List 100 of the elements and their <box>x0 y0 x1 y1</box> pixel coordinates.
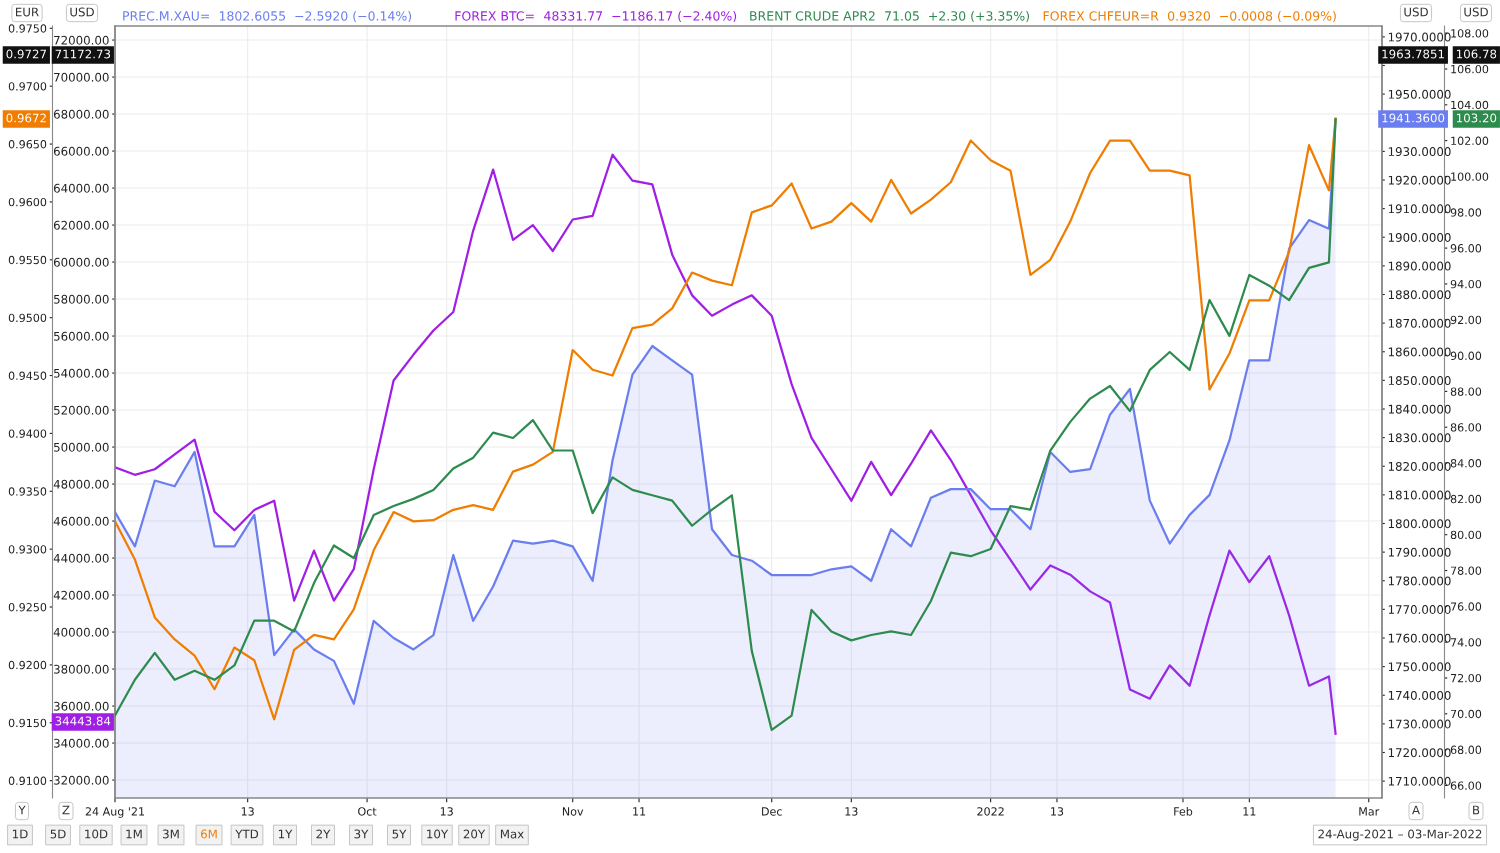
y-tick-label: 0.9350 <box>8 487 47 496</box>
text: 1941.3600 <box>1382 113 1445 123</box>
y2-tick-label: 90.00 <box>1450 351 1482 360</box>
y2-tick-label: 1850.0000 <box>1388 376 1451 386</box>
y-tick-label: 66000.00 <box>53 146 109 156</box>
text: 10D <box>85 829 108 839</box>
text: 6M <box>200 829 217 839</box>
y2-tick-label: 1790.0000 <box>1388 547 1451 557</box>
x-tick-label: Mar <box>1359 807 1380 816</box>
y-tick-label: 0.9250 <box>8 603 47 612</box>
text: 2Y <box>316 829 331 839</box>
text: USD <box>1464 7 1488 17</box>
text: 103.20 <box>1456 113 1497 123</box>
y-tick-label: 68000.00 <box>53 109 109 119</box>
x-tick-label: 13 <box>241 807 254 816</box>
y2-tick-label: 1950.0000 <box>1388 89 1451 99</box>
text: 106.78 <box>1456 49 1497 59</box>
y-tick-label: 70000.00 <box>54 72 109 82</box>
y2-tick-label: 102.00 <box>1451 136 1489 146</box>
y2-tick-label: 1840.0000 <box>1388 404 1451 414</box>
text: 0.9727 <box>6 49 46 59</box>
text: 1M <box>126 829 142 839</box>
text: 20Y <box>463 829 486 839</box>
y2-tick-label: 66.00 <box>1450 781 1482 790</box>
y2-tick-label: 1870.0000 <box>1388 318 1451 328</box>
y2-tick-label: 106.00 <box>1451 64 1489 74</box>
y2-tick-label: 78.00 <box>1450 566 1482 575</box>
text: 10Y <box>427 829 449 839</box>
y2-tick-label: 70.00 <box>1450 709 1482 719</box>
x-tick-label: 24 Aug '21 <box>85 807 145 818</box>
y2-tick-label: 84.00 <box>1450 459 1482 468</box>
y-tick-label: 50000.00 <box>54 442 109 452</box>
y2-tick-label: 98.00 <box>1450 208 1482 217</box>
y-tick-label: 0.9200 <box>8 660 47 670</box>
y-tick-label: 0.9450 <box>8 371 47 380</box>
y2-tick-label: 1890.0000 <box>1388 261 1451 271</box>
y-tick-label: 32000.00 <box>54 775 109 785</box>
y-tick-label: 0.9400 <box>8 429 47 438</box>
y2-tick-label: 76.00 <box>1450 602 1482 611</box>
y2-tick-label: 1740.0000 <box>1388 690 1451 700</box>
y2-tick-label: 1900.0000 <box>1388 232 1451 242</box>
y-tick-label: 34000.00 <box>54 738 109 748</box>
x-tick-label: Feb <box>1174 807 1193 816</box>
y2-tick-label: 100.00 <box>1451 172 1489 181</box>
y2-tick-label: 86.00 <box>1450 423 1482 432</box>
text: 1963.7851 <box>1382 49 1444 59</box>
y-tick-label: 0.9700 <box>8 82 47 91</box>
y2-tick-label: 104.00 <box>1451 100 1489 110</box>
y-tick-label: 60000.00 <box>53 257 109 267</box>
x-tick-label: Oct <box>358 807 377 816</box>
y2-tick-label: 1930.0000 <box>1388 147 1451 157</box>
y-tick-label: 0.9600 <box>8 197 47 207</box>
y2-tick-label: 1820.0000 <box>1388 461 1451 471</box>
y-tick-label: 0.9150 <box>8 718 47 728</box>
text: A <box>1412 805 1420 815</box>
x-tick-label: Nov <box>562 807 584 816</box>
text: 71.05 +2.30 (+3.35%) <box>885 10 1029 23</box>
y-tick-label: 48000.00 <box>53 479 109 489</box>
y2-tick-label: 1710.0000 <box>1388 776 1451 786</box>
y2-tick-label: 1780.0000 <box>1388 576 1451 586</box>
text: BRENT CRUDE APR2 <box>750 11 875 21</box>
text: 5D <box>50 829 66 839</box>
y2-tick-label: 1770.0000 <box>1388 605 1451 615</box>
y-tick-label: 0.9100 <box>8 776 47 786</box>
y2-tick-label: 94.00 <box>1450 279 1482 289</box>
y2-tick-label: 82.00 <box>1450 494 1482 504</box>
text: 0.9320 −0.0008 (−0.09%) <box>1167 10 1336 23</box>
text: 1Y <box>278 829 293 839</box>
y-tick-label: 0.9500 <box>8 313 47 323</box>
text: 48331.77 −1186.17 (−2.40%) <box>544 10 737 23</box>
y-tick-label: 56000.00 <box>54 331 109 341</box>
y2-tick-label: 1910.0000 <box>1388 204 1451 214</box>
y2-tick-label: 1760.0000 <box>1388 633 1451 643</box>
y-tick-label: 62000.00 <box>53 220 109 230</box>
y-tick-label: 52000.00 <box>54 405 109 415</box>
text: Z <box>62 805 70 815</box>
y-tick-label: 58000.00 <box>54 294 109 304</box>
y2-tick-label: 1750.0000 <box>1388 662 1451 672</box>
y-tick-label: 0.9650 <box>8 140 47 149</box>
y2-tick-label: 1810.0000 <box>1388 490 1451 500</box>
text: FOREX CHFEUR=R <box>1043 11 1159 21</box>
text: USD <box>1404 7 1428 17</box>
y2-tick-label: 1730.0000 <box>1388 719 1451 729</box>
x-tick-label: Dec <box>762 807 782 816</box>
y2-tick-label: 92.00 <box>1450 315 1482 325</box>
text: 1802.6055 −2.5920 (−0.14%) <box>219 10 412 23</box>
y-tick-label: 42000.00 <box>53 590 109 600</box>
text: Max <box>500 829 524 839</box>
y-tick-label: 64000.00 <box>53 183 109 193</box>
x-tick-label: 2022 <box>977 807 1004 816</box>
y2-tick-label: 1860.0000 <box>1388 347 1451 357</box>
text: Y <box>18 805 26 815</box>
y2-tick-label: 1800.0000 <box>1388 519 1451 529</box>
y-tick-label: 40000.00 <box>53 627 109 637</box>
y2-tick-label: 1970.0000 <box>1388 32 1451 42</box>
y2-tick-label: 96.00 <box>1450 244 1482 253</box>
text: 1D <box>13 829 28 839</box>
x-tick-label: 11 <box>633 807 646 816</box>
text: 5Y <box>392 829 407 839</box>
y2-tick-label: 108.00 <box>1451 29 1489 38</box>
